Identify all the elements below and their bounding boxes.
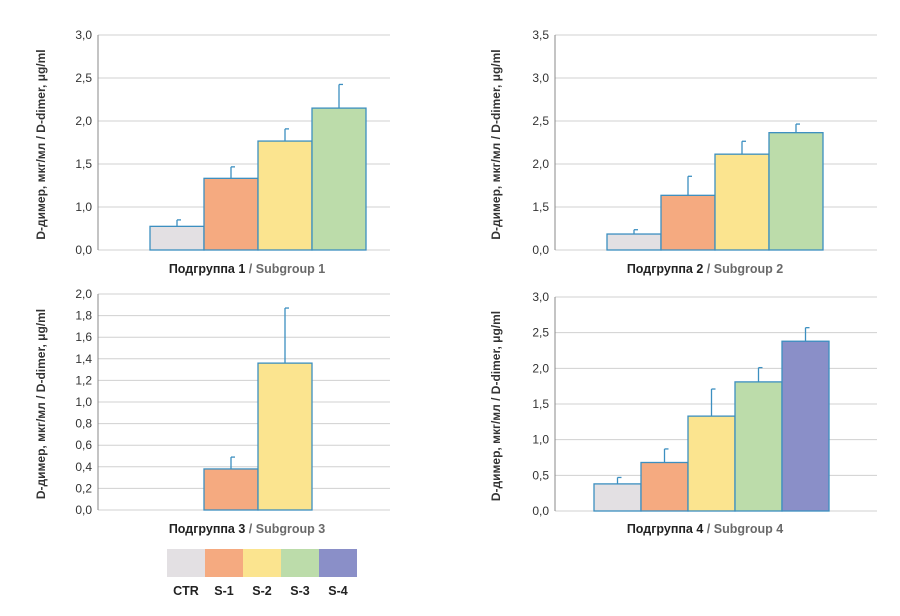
y-tick-label: 2,5	[532, 114, 549, 128]
y-tick-label: 0,0	[532, 504, 549, 518]
chart-subgroup-2: 0,0 1,5 2,0 2,5 3,0 3,5 D-димер, мкг/мл / D-di…	[489, 28, 877, 276]
x-axis-title: Подгруппа 1 / Subgroup 1	[169, 262, 325, 276]
x-axis-title-ru: Подгруппа 2	[627, 262, 704, 276]
y-tick-label: 2,5	[75, 71, 92, 85]
x-axis-title-sep: /	[245, 522, 255, 536]
y-tick-label: 0,0	[75, 503, 92, 517]
legend-label-ctr: CTR	[173, 584, 199, 598]
y-tick-label: 1,6	[75, 330, 92, 344]
chart-subgroup-4: 0,0 0,5 1,0 1,5 2,0 2,5 3,0 D-димер, мкг/мл / D…	[489, 290, 877, 536]
chart-subgroup-3: 0,0 0,2 0,4 0,6 0,8 1,0 1,2 1,4 1,6 1,8 2,0 D-димер…	[34, 287, 390, 536]
y-tick-label: 0,8	[75, 417, 92, 431]
bar-s-3	[311, 107, 367, 251]
y-tick-label: 0,4	[75, 460, 92, 474]
bar-s-3	[734, 381, 783, 512]
legend-swatch-s-3	[281, 549, 319, 577]
y-tick-label: 3,5	[532, 28, 549, 42]
legend-swatch-s-2	[243, 549, 281, 577]
y-tick-label: 2,0	[532, 157, 549, 171]
bar-ctr	[149, 225, 205, 251]
y-tick-label: 1,5	[75, 157, 92, 171]
y-axis-label: D-димер, мкг/мл / D-dimer, μg/ml	[489, 49, 503, 239]
legend-label-s-4: S-4	[328, 584, 348, 598]
y-tick-label: 3,0	[532, 71, 549, 85]
bar-s-2	[714, 153, 770, 251]
bar-s-1	[203, 177, 259, 251]
y-tick-label: 1,8	[75, 309, 92, 323]
x-axis-title-sep: /	[703, 262, 713, 276]
legend-swatch-ctr	[167, 549, 205, 577]
y-tick-label: 0,0	[532, 243, 549, 257]
y-tick-label: 1,0	[75, 395, 92, 409]
bar-s-2	[257, 140, 313, 251]
y-tick-label: 1,5	[532, 200, 549, 214]
x-axis-title-sep: /	[703, 522, 713, 536]
x-axis-title-ru: Подгруппа 4	[627, 522, 704, 536]
x-axis-title-en: Subgroup 2	[714, 262, 783, 276]
y-tick-label: 2,0	[532, 361, 549, 375]
bar-s-1	[660, 194, 716, 251]
legend-label-s-1: S-1	[214, 584, 234, 598]
y-tick-label: 0,5	[532, 468, 549, 482]
x-axis-title: Подгруппа 4 / Subgroup 4	[627, 522, 783, 536]
x-axis-title-ru: Подгруппа 3	[169, 522, 246, 536]
y-tick-label: 2,5	[532, 326, 549, 340]
x-axis-title-sep: /	[245, 262, 255, 276]
bar-s-3	[768, 132, 824, 251]
legend-label-s-3: S-3	[290, 584, 310, 598]
y-axis-label: D-димер, мкг/мл / D-dimer, μg/ml	[34, 309, 48, 499]
legend-swatch-s-1	[205, 549, 243, 577]
bar-s-2	[687, 415, 736, 512]
legend-swatch-s-4	[319, 549, 357, 577]
y-tick-label: 0,0	[75, 243, 92, 257]
bar-ctr	[606, 233, 662, 251]
y-axis-label: D-димер, мкг/мл / D-dimer, μg/ml	[489, 311, 503, 501]
x-axis-title-en: Subgroup 1	[256, 262, 325, 276]
y-tick-label: 1,0	[532, 433, 549, 447]
y-tick-label: 1,2	[75, 373, 92, 387]
x-axis-title-en: Subgroup 4	[714, 522, 783, 536]
x-axis-title: Подгруппа 3 / Subgroup 3	[169, 522, 325, 536]
y-tick-label: 3,0	[532, 290, 549, 304]
y-tick-label: 3,0	[75, 28, 92, 42]
y-tick-label: 2,0	[75, 287, 92, 301]
bar-s-4	[781, 340, 830, 512]
y-tick-label: 1,5	[532, 397, 549, 411]
bar-s-1	[203, 468, 259, 511]
bar-ctr	[593, 483, 642, 512]
x-axis-title-en: Subgroup 3	[256, 522, 325, 536]
chart-subgroup-1: 0,0 1,0 1,5 2,0 2,5 3,0 D-димер, мкг/мл / D-di…	[34, 28, 390, 276]
x-axis-title: Подгруппа 2 / Subgroup 2	[627, 262, 783, 276]
y-tick-label: 1,0	[75, 200, 92, 214]
y-axis-label: D-димер, мкг/мл / D-dimer, μg/ml	[34, 49, 48, 239]
x-axis-title-ru: Подгруппа 1	[169, 262, 246, 276]
legend: CTR S-1 S-2 S-3 S-4	[167, 549, 357, 598]
y-tick-label: 2,0	[75, 114, 92, 128]
bar-s-1	[640, 461, 689, 512]
bar-s-2	[257, 362, 313, 511]
y-tick-label: 1,4	[75, 352, 92, 366]
y-tick-label: 0,2	[75, 481, 92, 495]
y-tick-label: 0,6	[75, 438, 92, 452]
legend-label-s-2: S-2	[252, 584, 272, 598]
